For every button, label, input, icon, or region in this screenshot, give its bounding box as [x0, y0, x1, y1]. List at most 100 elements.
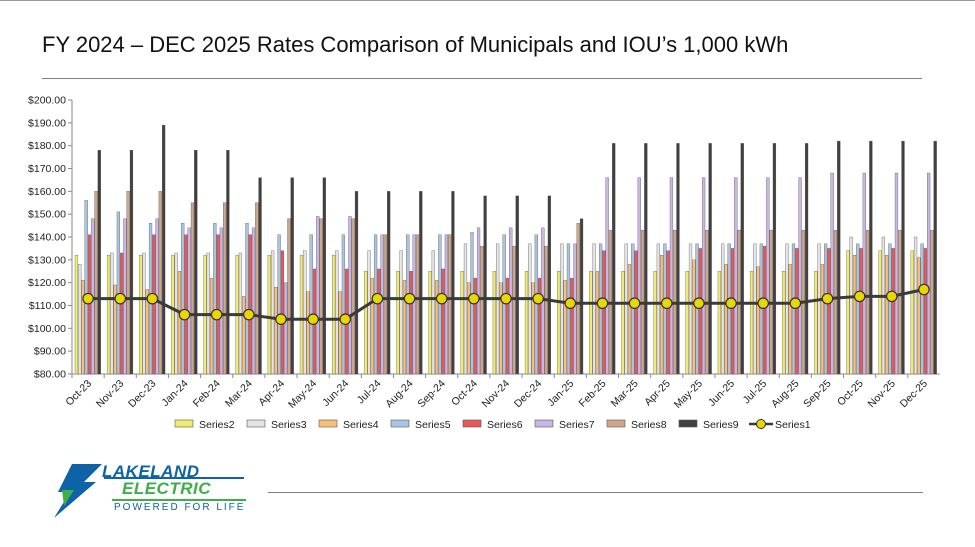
- legend-label-series7: Series7: [559, 419, 595, 431]
- bar-series7: [862, 172, 866, 375]
- bar-series9: [194, 150, 198, 375]
- lakeland-electric-logo: LAKELAND ELECTRIC POWERED FOR LIFE: [40, 460, 250, 522]
- bar-series8: [415, 234, 420, 375]
- x-tick-label: Jul-24: [355, 378, 384, 407]
- bar-series4: [242, 296, 246, 375]
- bar-series3: [913, 236, 918, 375]
- series1-point: [307, 313, 319, 325]
- x-tick-label: Nov-24: [480, 378, 513, 411]
- series1-point: [885, 290, 898, 303]
- legend-swatch-series8: [606, 419, 626, 428]
- logo-bolt-icon: [54, 464, 102, 518]
- bar-series3: [528, 243, 532, 375]
- series1-point: [243, 308, 255, 321]
- legend-label-series5: Series5: [415, 419, 451, 431]
- bar-series6: [602, 250, 606, 375]
- bar-series8: [448, 234, 452, 375]
- y-tick-label: $180.00: [28, 140, 66, 152]
- bar-series3: [817, 243, 821, 375]
- bar-series5: [888, 243, 892, 375]
- bar-series6: [634, 250, 638, 375]
- bar-series7: [734, 177, 738, 375]
- x-tick-label: Sep-24: [415, 378, 448, 411]
- legend-swatch-series5: [390, 419, 410, 428]
- bar-series6: [505, 277, 510, 375]
- legend-label-series8: Series8: [631, 419, 667, 431]
- plot-group: $80.00 $90.00 $100.00 $110.00 $120.00 $130.00…: [28, 95, 940, 411]
- bar-series6: [923, 248, 927, 375]
- series1-point: [114, 292, 127, 305]
- bar-series2: [396, 271, 400, 375]
- bar-series2: [878, 250, 882, 375]
- y-tick-label: $80.00: [34, 369, 66, 381]
- bar-series9: [612, 143, 616, 375]
- legend-label-series4: Series4: [343, 419, 379, 431]
- x-tick-label: Feb-24: [191, 378, 223, 410]
- x-tick-label: Mar-25: [609, 378, 641, 410]
- legend-label-series9: Series9: [703, 419, 739, 431]
- bar-series4: [81, 280, 85, 375]
- x-tick-label: May-24: [286, 378, 319, 411]
- series1-point: [725, 297, 737, 310]
- bar-series6: [280, 250, 285, 375]
- bar-series3: [110, 252, 114, 375]
- bar-series2: [299, 255, 304, 375]
- bar-series4: [274, 287, 278, 375]
- series1-point: [210, 308, 223, 321]
- bar-series7: [444, 234, 449, 375]
- bar-series8: [126, 191, 130, 375]
- bar-series8: [351, 218, 355, 375]
- bar-series4: [531, 282, 535, 375]
- y-tick-label: $190.00: [28, 117, 66, 129]
- bar-series9: [804, 143, 809, 375]
- bar-series3: [142, 252, 146, 375]
- bar-series2: [332, 255, 336, 375]
- y-tick-label: $150.00: [28, 209, 66, 221]
- series1-point: [468, 292, 480, 305]
- bar-series8: [865, 229, 870, 375]
- bar-series3: [688, 243, 693, 375]
- bar-series3: [656, 243, 660, 375]
- x-tick-label: Apr-24: [256, 378, 287, 409]
- x-tick-label: May-25: [672, 378, 705, 411]
- bar-series3: [753, 243, 757, 375]
- bar-series9: [258, 177, 262, 375]
- bar-series2: [782, 271, 786, 375]
- series1-point: [82, 292, 94, 305]
- bar-series3: [881, 236, 886, 375]
- bar-series4: [306, 291, 310, 375]
- bar-series6: [473, 277, 477, 375]
- bar-series8: [223, 202, 227, 375]
- bar-series4: [917, 257, 921, 375]
- bar-series7: [251, 227, 256, 375]
- y-tick-label: $200.00: [28, 95, 66, 107]
- legend-label-series1: Series1: [775, 419, 811, 431]
- bar-series9: [772, 143, 777, 375]
- bar-series2: [428, 271, 432, 375]
- bar-series2: [749, 271, 754, 375]
- bar-series8: [544, 245, 548, 375]
- series1-point: [564, 297, 577, 310]
- bar-series5: [341, 234, 346, 375]
- bar-series7: [187, 227, 191, 375]
- bar-series7: [766, 177, 770, 375]
- bar-series6: [891, 248, 895, 375]
- bar-series4: [820, 264, 824, 375]
- bar-series5: [181, 223, 185, 375]
- bar-series6: [570, 277, 574, 375]
- bar-series3: [399, 250, 403, 375]
- bar-series4: [499, 282, 503, 375]
- bar-series4: [177, 271, 182, 375]
- bar-series6: [441, 268, 445, 375]
- series1-point: [821, 292, 834, 305]
- bar-series3: [367, 250, 371, 375]
- bar-series9: [354, 191, 359, 375]
- bar-series3: [496, 243, 500, 375]
- bar-series6: [120, 252, 124, 375]
- bar-series9: [483, 195, 487, 375]
- bar-series2: [74, 255, 79, 375]
- y-tick-label: $110.00: [29, 300, 66, 312]
- bar-series8: [383, 234, 387, 375]
- series1-point: [789, 297, 802, 310]
- bar-series4: [756, 266, 760, 375]
